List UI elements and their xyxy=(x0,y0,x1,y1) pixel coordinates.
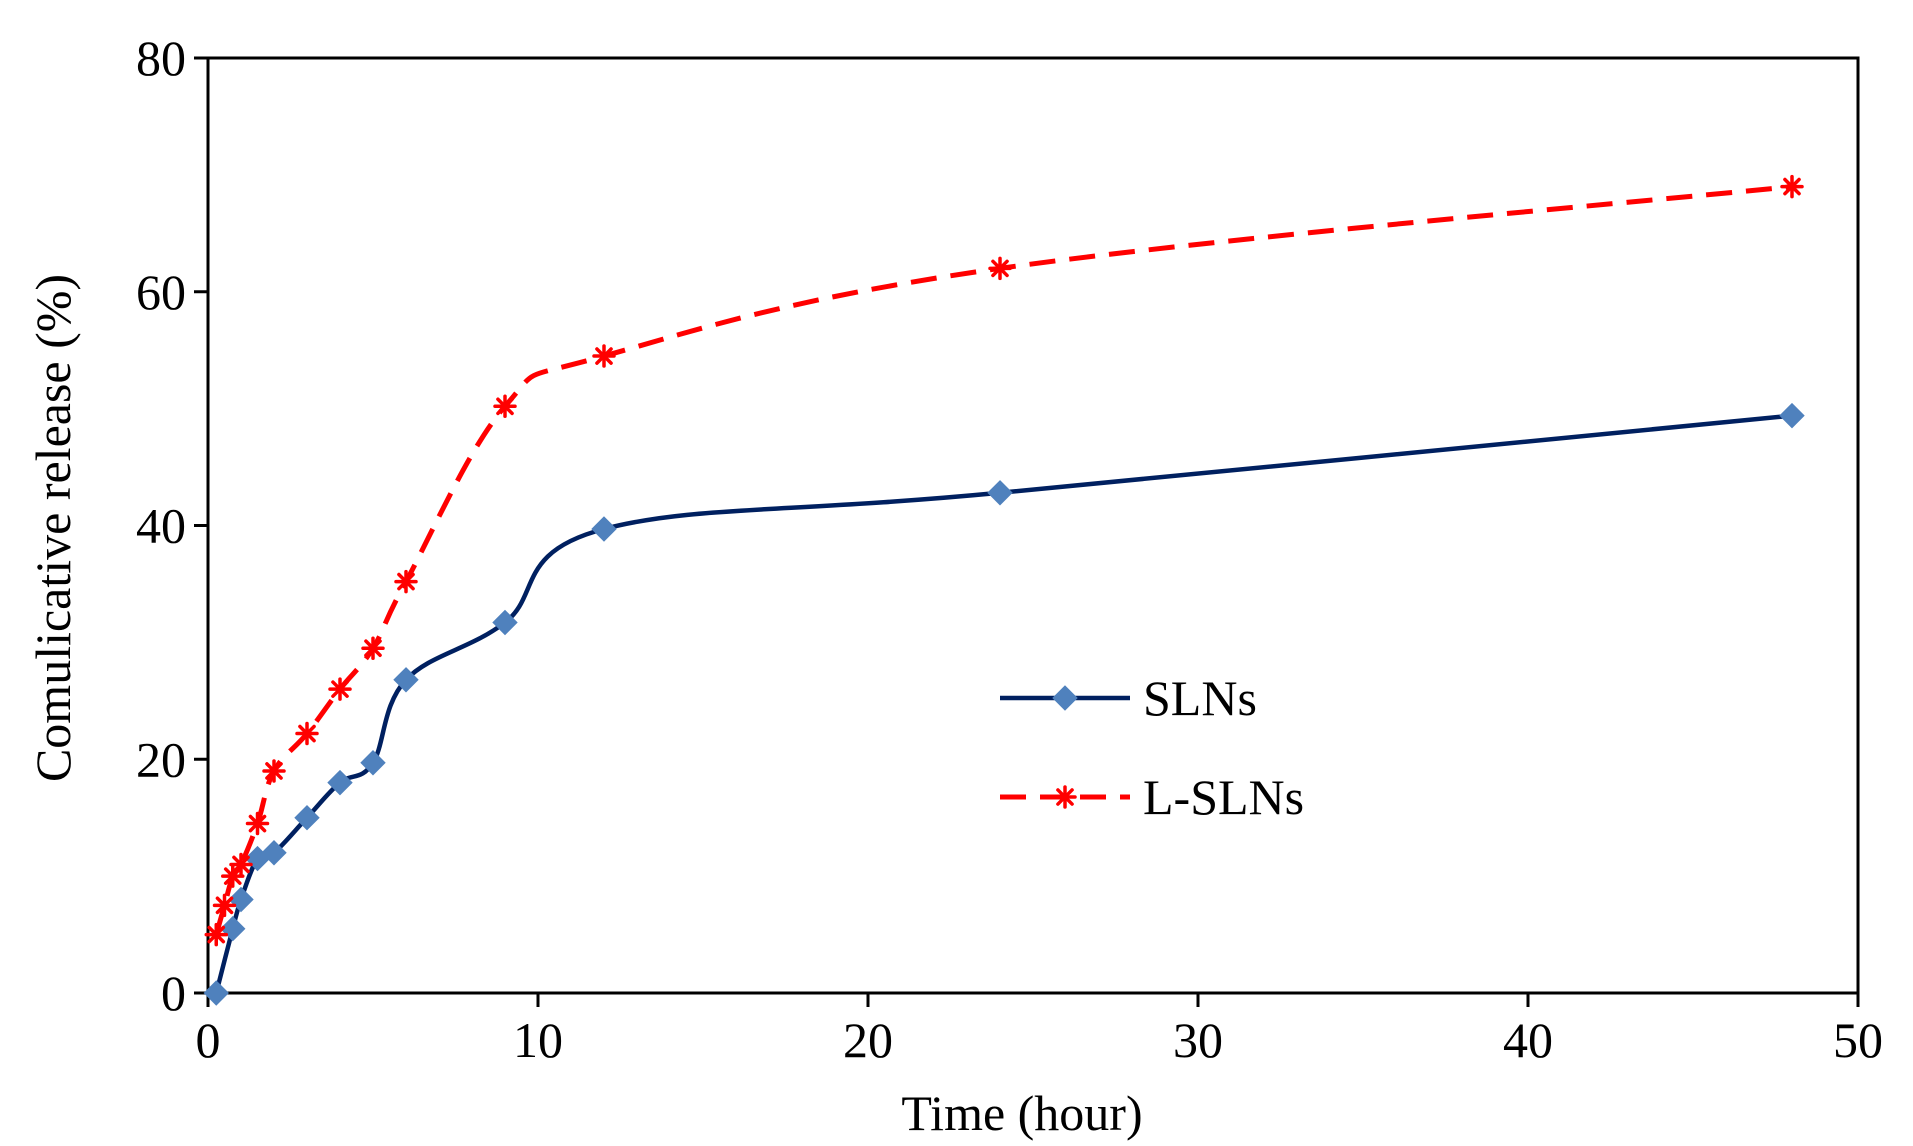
data-point-slns xyxy=(987,480,1013,506)
series-layer xyxy=(203,174,1805,1006)
data-point-l-slns xyxy=(592,344,616,368)
legend-label-slns: SLNs xyxy=(1143,670,1257,726)
y-tick-label: 0 xyxy=(161,965,186,1021)
data-point-l-slns xyxy=(295,721,319,746)
x-axis-ticks: 0 10 20 30 40 50 xyxy=(196,993,1883,1068)
data-point-l-slns xyxy=(328,677,352,701)
data-point-l-slns xyxy=(221,864,245,888)
data-point-l-slns xyxy=(212,893,237,918)
y-tick-label: 40 xyxy=(136,498,186,554)
x-tick-label: 40 xyxy=(1503,1012,1553,1068)
data-point-slns xyxy=(327,769,353,796)
data-point-l-slns xyxy=(229,852,253,877)
data-point-l-slns xyxy=(204,922,228,947)
y-tick-label: 20 xyxy=(136,731,186,787)
data-point-l-slns xyxy=(988,256,1012,281)
data-point-l-slns xyxy=(493,394,517,419)
data-point-slns xyxy=(492,609,518,636)
legend: SLNs L-SLNs xyxy=(1000,670,1304,825)
data-point-slns xyxy=(294,804,320,831)
x-tick-label: 50 xyxy=(1833,1012,1883,1068)
data-point-slns xyxy=(203,980,229,1006)
x-axis-label: Time (hour) xyxy=(901,1085,1142,1141)
legend-marker-slns xyxy=(1052,685,1078,711)
data-point-l-slns xyxy=(262,759,286,783)
y-axis-ticks: 0 20 40 60 80 xyxy=(136,30,208,1021)
x-tick-label: 20 xyxy=(843,1012,893,1068)
y-tick-label: 80 xyxy=(136,30,186,86)
plot-area xyxy=(206,56,1860,995)
x-tick-label: 10 xyxy=(513,1012,563,1068)
data-point-slns xyxy=(1779,402,1805,429)
y-tick-label: 60 xyxy=(136,264,186,320)
x-tick-label: 0 xyxy=(196,1012,221,1068)
y-axis-label: Comulicative release (%) xyxy=(25,274,81,782)
x-tick-label: 30 xyxy=(1173,1012,1223,1068)
data-point-l-slns xyxy=(394,569,418,594)
data-point-l-slns xyxy=(245,811,270,836)
data-point-slns xyxy=(360,750,386,776)
data-point-l-slns xyxy=(1780,174,1804,199)
data-point-slns xyxy=(393,667,419,693)
data-point-l-slns xyxy=(361,636,385,660)
data-point-slns xyxy=(591,516,617,542)
legend-marker-l-slns xyxy=(1053,785,1077,809)
legend-label-l-slns: L-SLNs xyxy=(1143,769,1304,825)
data-point-slns xyxy=(261,840,287,866)
